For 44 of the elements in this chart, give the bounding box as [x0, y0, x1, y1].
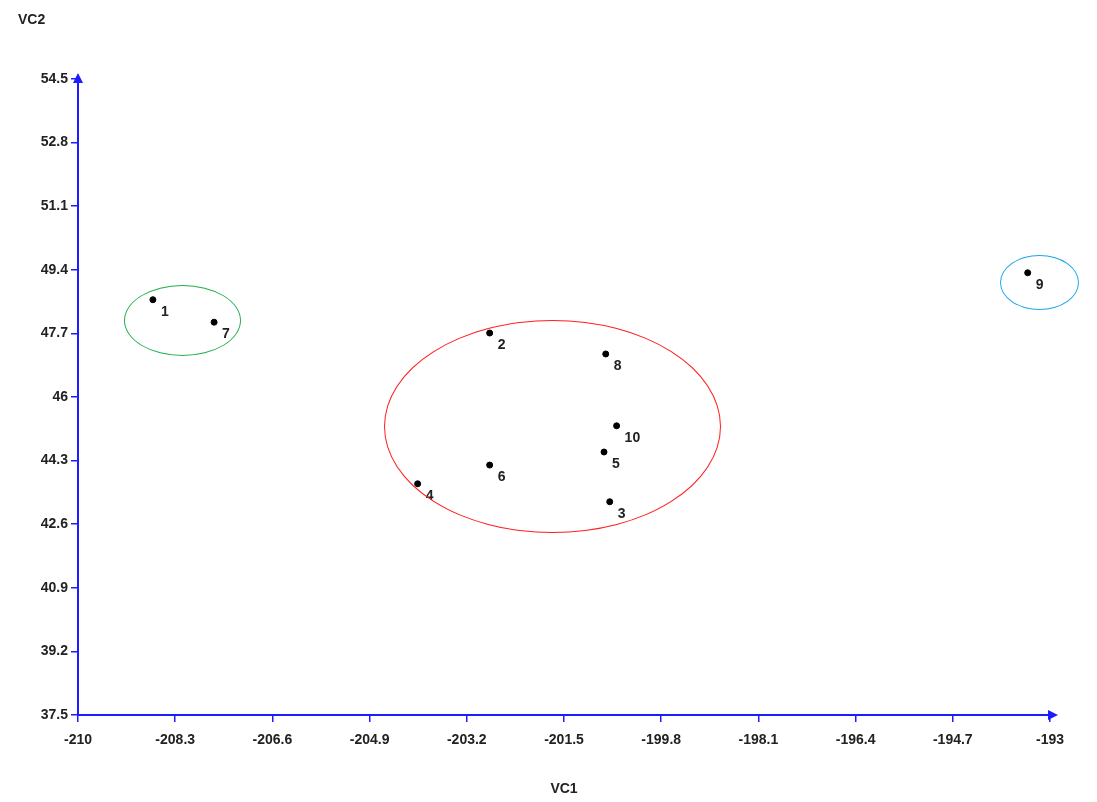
point	[486, 329, 494, 337]
y-tick-label: 46	[52, 387, 69, 404]
annotation: 4	[425, 486, 434, 503]
point	[149, 296, 157, 304]
y-tick-label: 37.5	[40, 705, 69, 722]
point	[613, 422, 621, 430]
point	[606, 498, 614, 506]
x-tick-label: -204.9	[349, 731, 390, 748]
x-tick-label: -206.6	[252, 731, 293, 748]
annotation: 9	[1035, 275, 1044, 292]
y-tick-label: 47.7	[40, 324, 69, 341]
x-tick-label: -199.8	[641, 731, 682, 748]
annotation: 6	[497, 467, 506, 484]
x-tick-label: -194.7	[932, 731, 973, 748]
x-tick-label: -196.4	[835, 731, 876, 748]
x-tick-label: -193	[1035, 731, 1065, 748]
x-tick-label: -203.2	[446, 731, 487, 748]
x-tick-label: -201.5	[544, 731, 585, 748]
y-axis-title: VC2	[18, 10, 46, 27]
y-tick-label: 49.4	[40, 260, 69, 277]
x-tick-label: -198.1	[738, 731, 779, 748]
y-tick-label: 39.2	[40, 642, 69, 659]
point	[600, 448, 608, 456]
annotation: 10	[624, 428, 641, 445]
y-tick-label: 42.6	[40, 515, 69, 532]
point	[602, 350, 610, 358]
y-tick-label: 52.8	[40, 133, 69, 150]
annotation: 3	[617, 504, 626, 521]
x-tick-label: -210	[63, 731, 93, 748]
point	[414, 480, 422, 488]
x-axis-title: VC1	[550, 780, 578, 797]
annotation: 8	[613, 356, 622, 373]
annotation: 7	[222, 325, 231, 342]
y-tick-label: 44.3	[40, 451, 69, 468]
y-tick-label: 51.1	[40, 197, 69, 214]
point	[1024, 269, 1032, 277]
annotation: 2	[497, 335, 506, 352]
annotation: 1	[160, 302, 169, 319]
point	[210, 318, 218, 326]
x-tick-label: -208.3	[155, 731, 196, 748]
y-tick-label: 40.9	[40, 578, 69, 595]
point	[486, 461, 494, 469]
y-tick-label: 54.5	[40, 69, 69, 86]
annotation: 5	[612, 454, 621, 471]
